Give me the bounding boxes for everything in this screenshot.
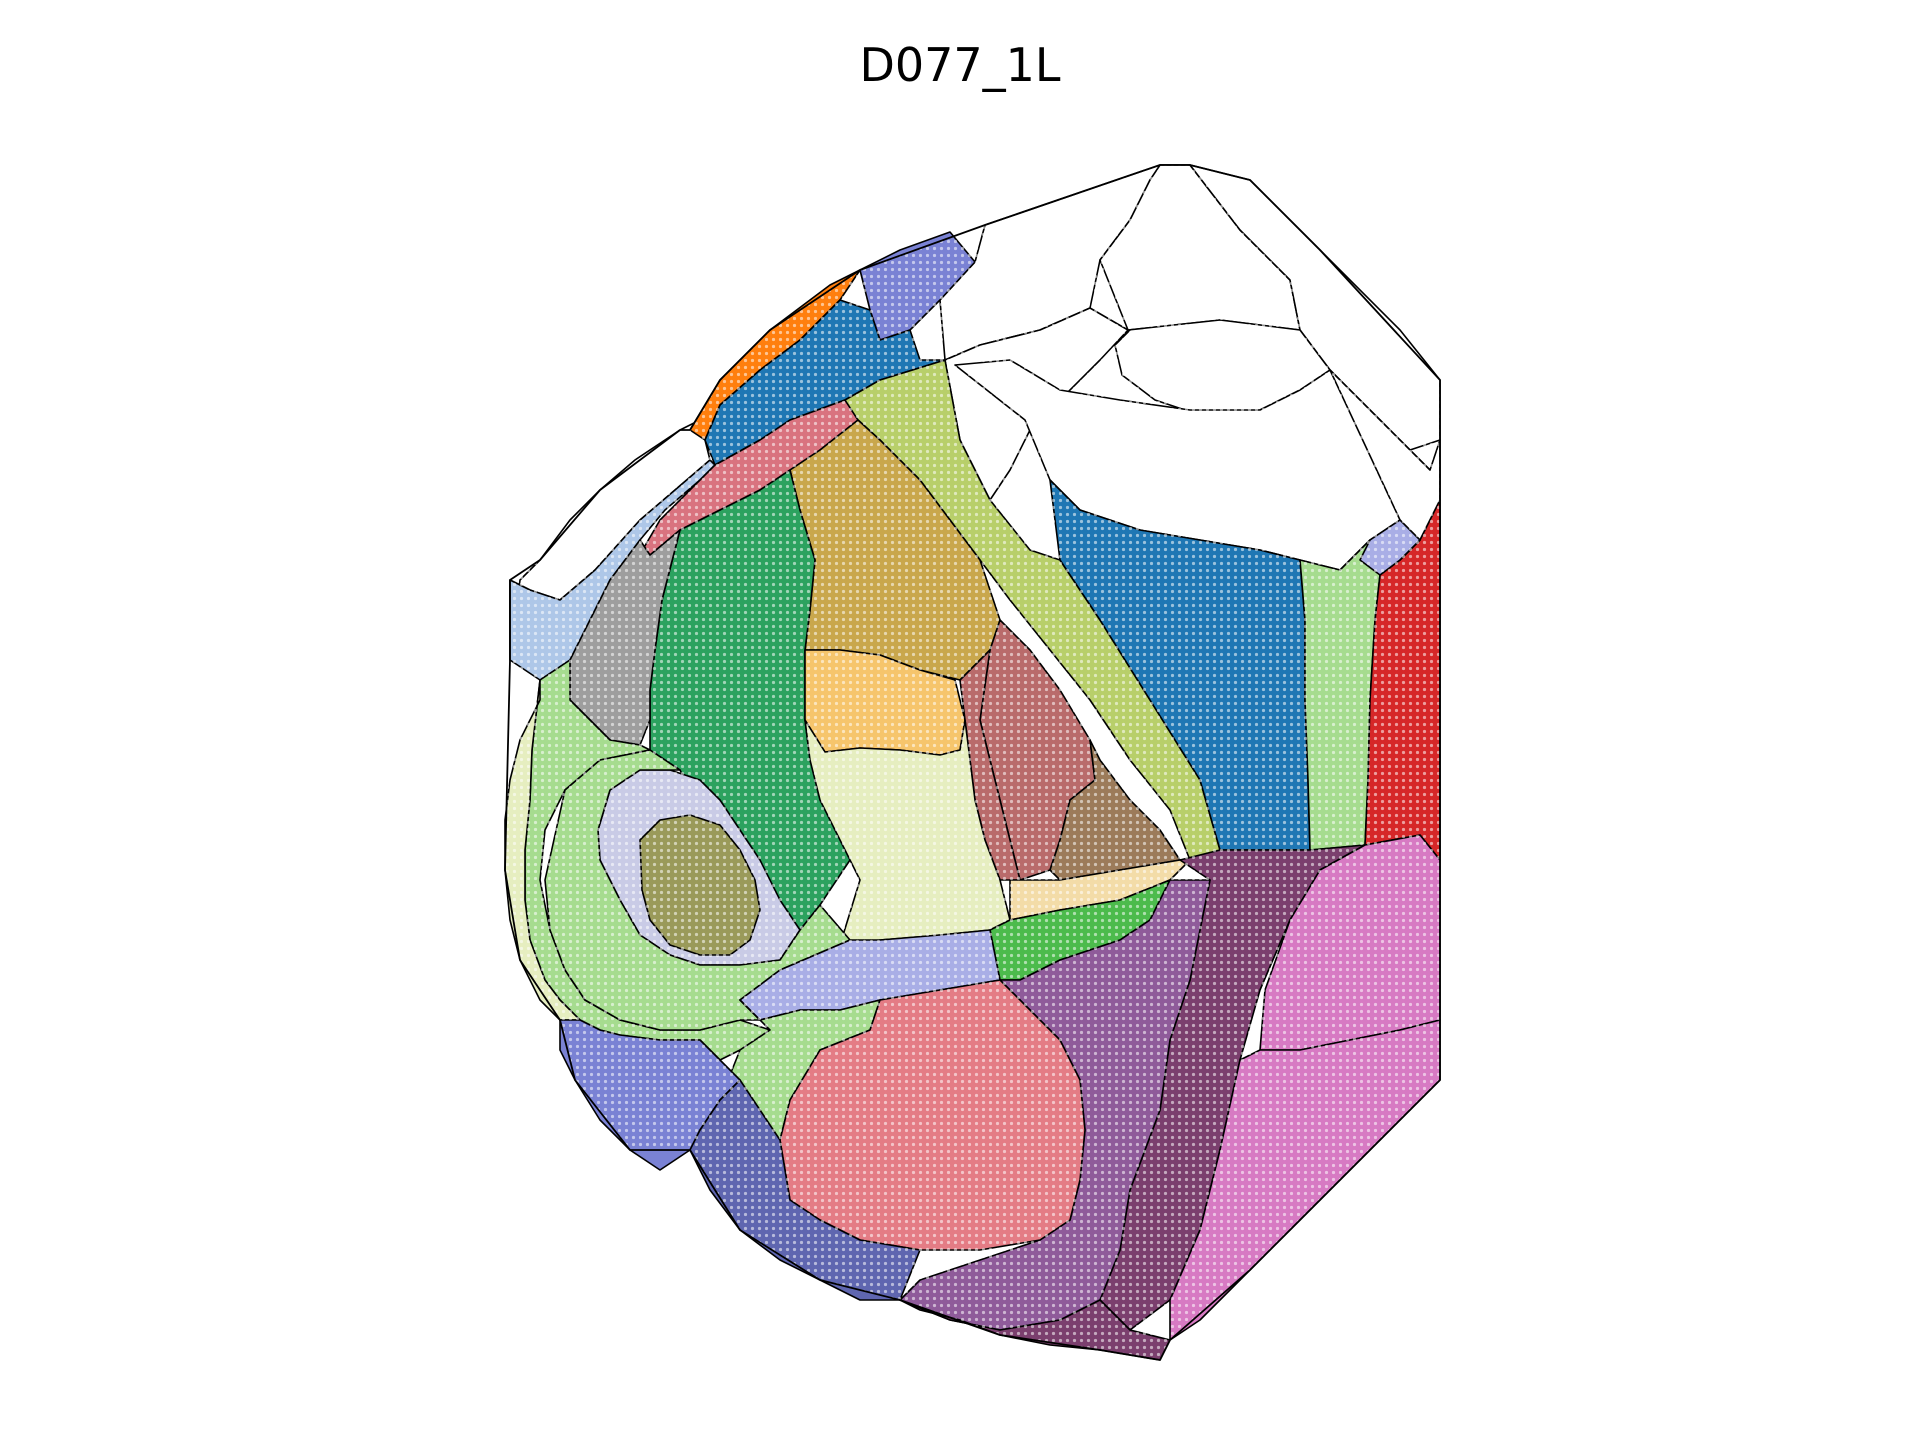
page-title: D077_1L [859,38,1061,92]
tissue-outline [504,164,1441,1361]
